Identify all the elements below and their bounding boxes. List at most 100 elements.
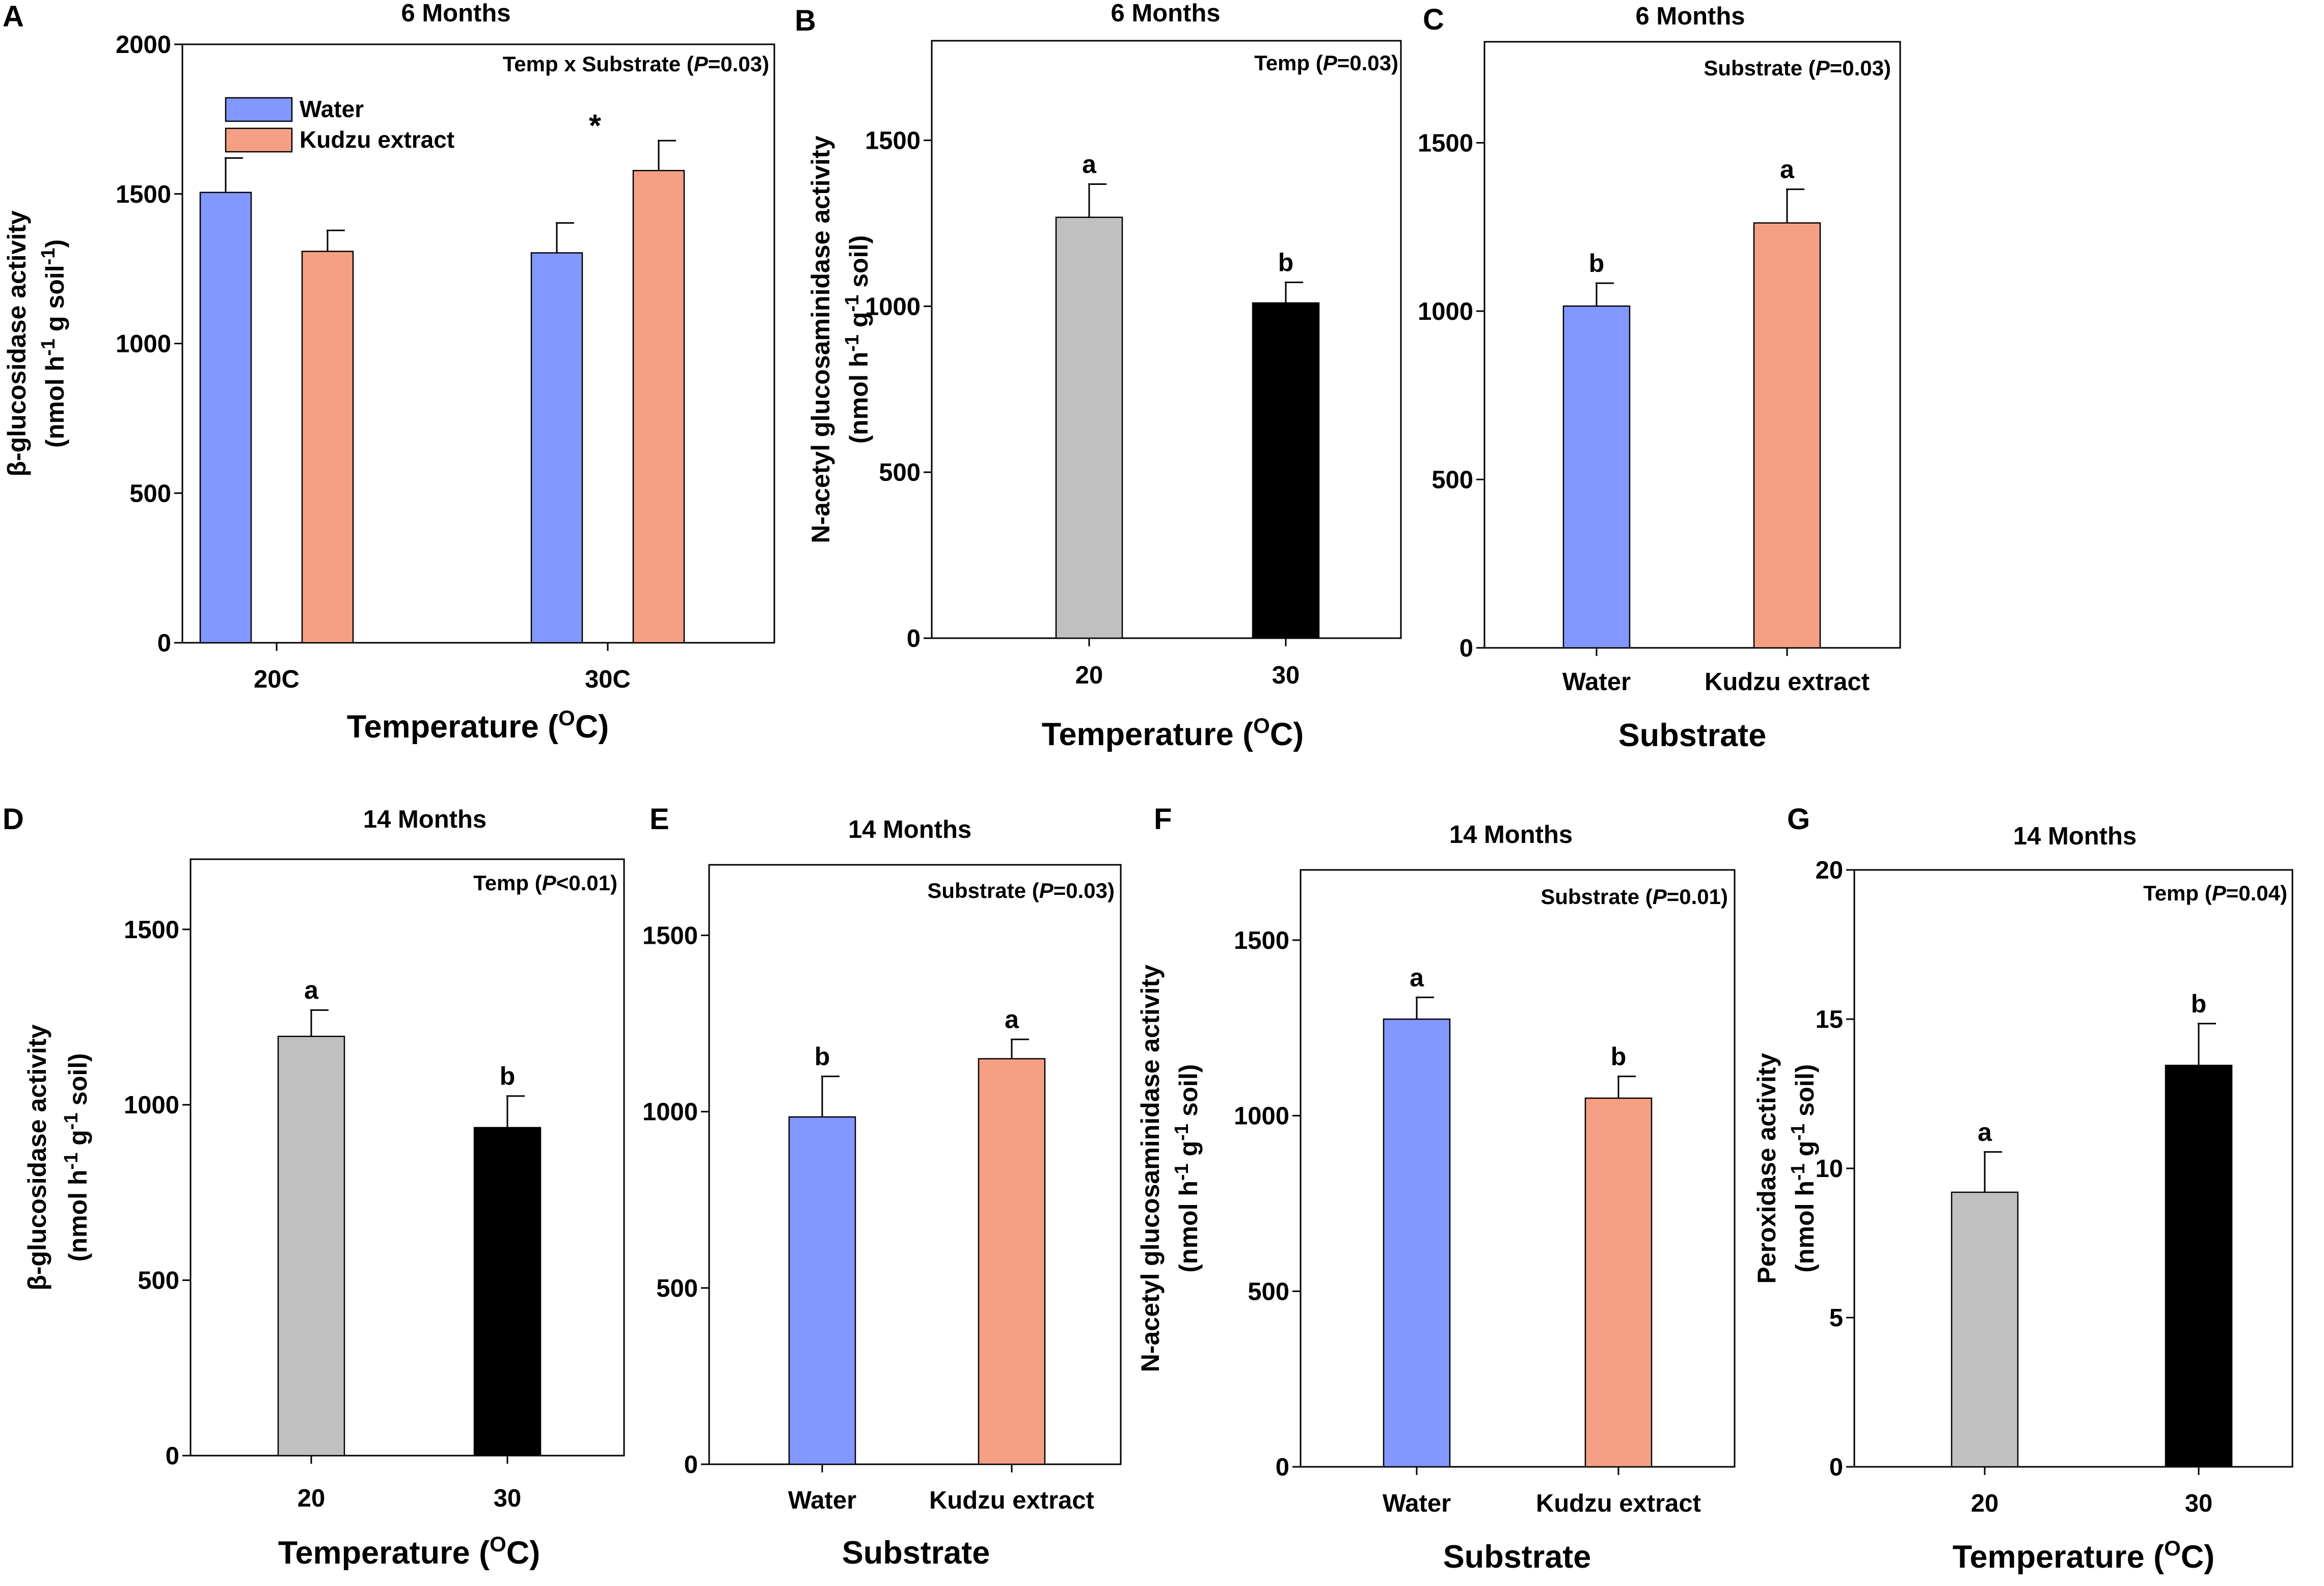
significance-letter: b [2191, 990, 2207, 1018]
bar [788, 1116, 856, 1465]
panel-label: G [1787, 803, 1810, 836]
y-tick-label: 0 [907, 625, 921, 652]
panel-title: 6 Months [1635, 3, 1745, 30]
plot-frame [931, 40, 1402, 639]
y-tick-label: 1500 [1418, 129, 1473, 157]
panel-label: F [1154, 803, 1172, 836]
significance-letter: b [1278, 248, 1294, 277]
plot-frame [708, 864, 1122, 1465]
y-axis-units: (nmol h-1 g-1 soil) [1171, 1064, 1203, 1272]
stat-annotation: Temp (P=0.04) [2143, 881, 2287, 905]
x-category-label: 30 [2185, 1490, 2213, 1517]
y-axis-label: β-glucosidase activity [3, 210, 31, 477]
y-tick-label: 1000 [1234, 1103, 1289, 1130]
significance-letter: a [1410, 963, 1424, 992]
bar [1383, 1018, 1451, 1468]
significance-letter: b [1589, 249, 1605, 278]
panel-a: A 6 Months 0 500 1000 1500 2000 20C 30C Temp x Su… [3, 0, 775, 745]
significance-letter: b [1611, 1042, 1627, 1071]
plot-frame [1300, 869, 1736, 1468]
significance-letter: b [815, 1042, 830, 1071]
significance-letter: a [1082, 150, 1097, 179]
significance-letter: a [1005, 1005, 1019, 1034]
x-category-label: Kudzu extract [1536, 1490, 1701, 1517]
y-tick-label: 0 [166, 1442, 179, 1470]
x-category-label: 20 [298, 1485, 326, 1512]
x-category-label: 30C [585, 666, 631, 693]
panel-label: B [795, 4, 816, 37]
stat-annotation: Substrate (P=0.03) [927, 879, 1115, 903]
panel-title: 14 Months [363, 806, 487, 833]
y-tick-label: 1500 [116, 181, 171, 208]
panel-label: A [3, 0, 24, 33]
x-category-label: Kudzu extract [1705, 668, 1870, 696]
y-tick-label: 500 [656, 1275, 698, 1302]
legend-label: Water [300, 96, 364, 122]
y-tick-label: 1500 [865, 127, 921, 155]
x-axis-label: Temperature (OC) [347, 706, 609, 745]
x-category-label: Water [1383, 1490, 1451, 1517]
y-tick-label: 1500 [1234, 927, 1289, 954]
y-tick-label: 10 [1815, 1155, 1843, 1183]
significance-letter: a [304, 976, 319, 1004]
y-tick-label: 500 [879, 459, 921, 486]
legend-label: Kudzu extract [300, 126, 454, 153]
panel-title: 14 Months [2013, 823, 2137, 850]
stat-annotation: Temp (P=0.03) [1254, 51, 1398, 75]
x-axis-label: Substrate [1618, 718, 1767, 753]
y-tick-label: 1000 [642, 1099, 698, 1126]
panel-title: 6 Months [401, 0, 510, 27]
panel-d: D 14 Months 0 500 1000 1500 20 30 a b Temp (P<0.01… [3, 803, 625, 1571]
panel-label: E [650, 803, 669, 836]
panel-b: B 6 Months 0 500 1000 1500 20 30 a b Temp (P=0.03)… [795, 0, 1402, 752]
bar [277, 1035, 345, 1457]
y-axis-units: (nmol h-1 g-1 soil) [61, 1053, 92, 1262]
y-tick-label: 20 [1815, 857, 1843, 884]
x-category-label: Water [1562, 668, 1631, 696]
y-tick-label: 1000 [865, 293, 921, 320]
bar [199, 192, 252, 644]
y-tick-label: 0 [157, 630, 171, 657]
y-axis-label: Peroxidase activity [1752, 1053, 1781, 1283]
panel-f: F 14 Months 0 500 1000 1500 Water Kudzu extract… [1136, 803, 1736, 1575]
y-tick-label: 1000 [124, 1091, 179, 1119]
x-category-label: 30 [494, 1485, 522, 1512]
bar [1562, 305, 1631, 649]
panel-c: C 6 Months 0 500 1000 1500 Water Kudzu extract b… [1418, 3, 1901, 753]
y-tick-label: 1500 [124, 916, 179, 944]
y-tick-label: 0 [1829, 1454, 1843, 1481]
y-tick-label: 15 [1815, 1006, 1843, 1033]
panel-e: E 14 Months 0 500 1000 1500 Water Kudzu extract… [642, 803, 1122, 1571]
panel-label: D [3, 803, 24, 836]
x-axis-label: Temperature (OC) [1042, 714, 1304, 752]
x-category-label: Water [788, 1487, 856, 1514]
bar [1252, 302, 1320, 639]
y-tick-label: 1500 [642, 922, 698, 949]
x-axis-label: Temperature (OC) [278, 1532, 541, 1571]
bar [301, 251, 354, 644]
y-axis-units: (nmol h-1 g-1 soil) [1788, 1064, 1819, 1272]
y-tick-label: 1000 [1418, 298, 1473, 325]
bar [632, 170, 685, 644]
legend-swatch [225, 127, 293, 153]
x-category-label: 30 [1272, 662, 1300, 689]
y-tick-label: 0 [1460, 635, 1473, 662]
bar [1055, 216, 1123, 639]
significance-star: * [589, 108, 602, 144]
plot-frame [1483, 41, 1901, 649]
y-tick-label: 1000 [116, 331, 171, 358]
y-tick-label: 2000 [116, 31, 171, 59]
y-axis-label: N-acetyl glucosaminidase activity [1136, 965, 1165, 1373]
panel-label: C [1423, 3, 1444, 36]
panel-title: 14 Months [1449, 821, 1573, 849]
y-axis-label: N-acetyl glucosaminidase activity [806, 135, 835, 543]
y-tick-label: 500 [129, 480, 171, 507]
y-axis-units: (nmol h-1 g soil-1) [38, 239, 69, 448]
x-axis-label: Substrate [842, 1535, 990, 1571]
y-tick-label: 0 [684, 1451, 698, 1479]
x-category-label: 20C [254, 666, 300, 693]
y-tick-label: 500 [138, 1267, 179, 1295]
plot-frame [190, 858, 625, 1457]
